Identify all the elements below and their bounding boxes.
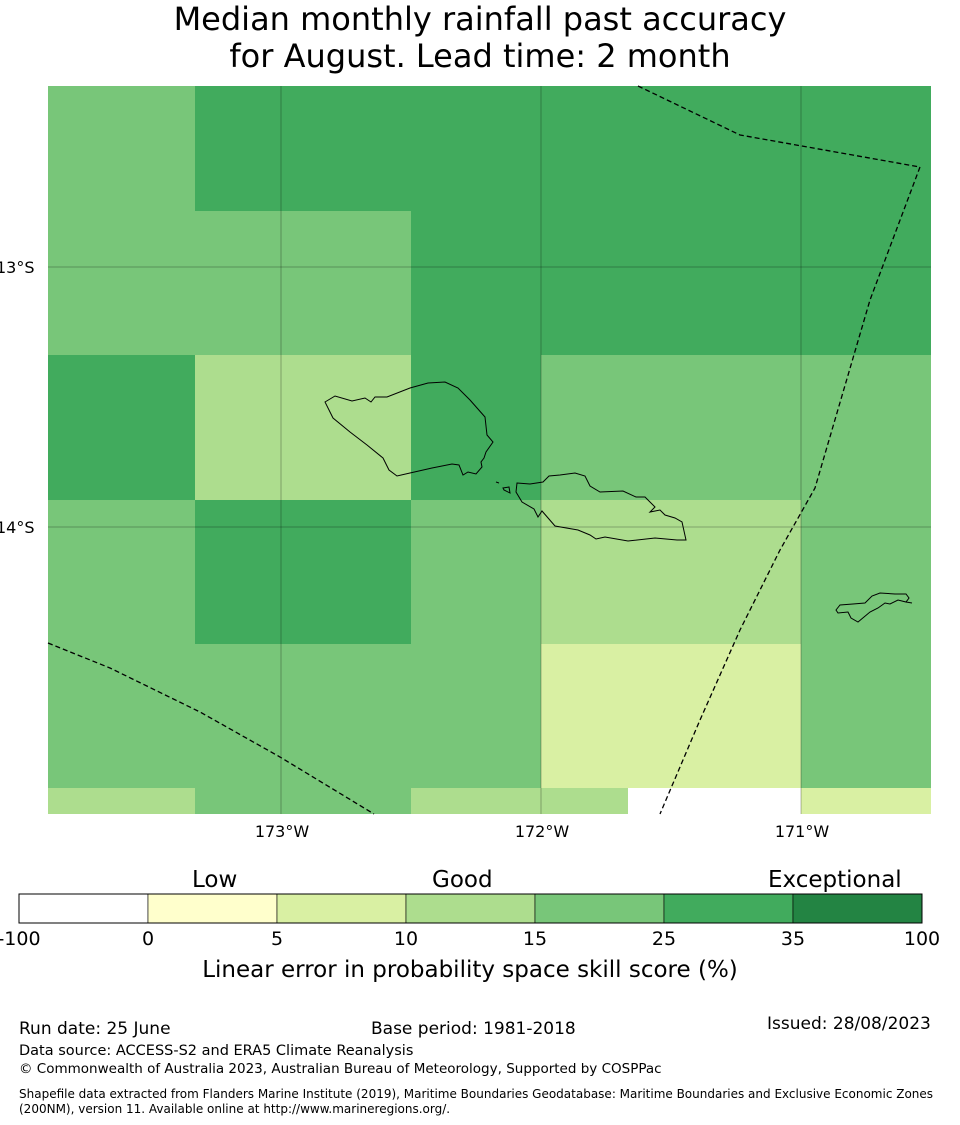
graticule xyxy=(48,86,931,814)
eez-boundaries xyxy=(47,85,921,815)
colorbar xyxy=(18,893,923,924)
colorbar-frame xyxy=(18,893,923,924)
grid-cell xyxy=(48,500,195,644)
grid-cell xyxy=(844,86,931,211)
colorbar-swatch xyxy=(663,893,794,924)
lon-label-171w: 171°W xyxy=(774,822,830,841)
grid-cell xyxy=(411,644,541,788)
grid-cell xyxy=(801,86,844,211)
eez-boundary-north-east xyxy=(637,85,921,815)
grid-cell xyxy=(541,355,628,500)
grid-cell xyxy=(411,86,541,211)
grid-cell xyxy=(195,644,411,788)
grid-cell xyxy=(628,788,801,814)
colorbar-tick: 100 xyxy=(903,928,941,950)
colorbar-swatch xyxy=(534,893,665,924)
colorbar-swatch xyxy=(792,893,923,924)
colorbar-swatch xyxy=(147,893,278,924)
grid-cell xyxy=(541,86,628,211)
lon-label-172w: 172°W xyxy=(514,822,570,841)
colorbar-swatch xyxy=(276,893,407,924)
grid-cell xyxy=(844,355,931,500)
colorbar-swatch xyxy=(18,893,149,924)
issued-date: Issued: 28/08/2023 xyxy=(767,1014,931,1034)
grid-cell xyxy=(628,211,801,355)
grid-cell xyxy=(195,211,411,355)
grid-cell xyxy=(844,500,931,644)
grid-cell xyxy=(541,211,628,355)
lat-label-14s: 14°S xyxy=(0,518,35,537)
grid-cell xyxy=(195,500,411,644)
grid-cell xyxy=(48,644,195,788)
grid-cell xyxy=(411,500,541,644)
lat-label-13s: 13°S xyxy=(0,258,35,277)
grid-cell xyxy=(628,355,801,500)
map-title-line-1: Median monthly rainfall past accuracy xyxy=(173,0,787,38)
colorbar-tick: 15 xyxy=(522,928,548,950)
grid-cell xyxy=(801,355,844,500)
lon-label-173w: 173°W xyxy=(254,822,310,841)
colorbar-title: Linear error in probability space skill … xyxy=(202,957,738,983)
data-source: Data source: ACCESS-S2 and ERA5 Climate … xyxy=(19,1043,414,1059)
grid-cell xyxy=(628,500,801,644)
colorbar-tick: -100 xyxy=(0,928,41,950)
island-upolu xyxy=(515,472,687,542)
eez-boundary-south-west xyxy=(47,642,375,815)
grid-cell xyxy=(844,211,931,355)
shapefile-credit: Shapefile data extracted from Flanders M… xyxy=(19,1087,934,1116)
coastlines xyxy=(324,381,913,623)
base-period: Base period: 1981-2018 xyxy=(371,1019,576,1039)
grid-cell xyxy=(48,86,195,211)
grid-cell xyxy=(541,644,628,788)
grid-cell xyxy=(411,355,541,500)
grid-cell xyxy=(801,211,844,355)
colorbar-tick: 0 xyxy=(141,928,155,950)
colorbar-tick: 10 xyxy=(393,928,419,950)
grid-cell xyxy=(844,644,931,788)
colorbar-swatch xyxy=(405,893,536,924)
grid-cell xyxy=(801,788,844,814)
grid-cell xyxy=(628,86,801,211)
island-tutuila xyxy=(835,592,913,623)
island-manono-apolima xyxy=(495,481,511,494)
grid-cell xyxy=(411,211,541,355)
grid-cell xyxy=(541,500,628,644)
grid-cell xyxy=(48,788,195,814)
colorbar-tick: 35 xyxy=(780,928,806,950)
grid-cell xyxy=(195,788,411,814)
run-date: Run date: 25 June xyxy=(19,1019,171,1039)
island-savaii xyxy=(324,381,494,477)
colorbar-tick: 25 xyxy=(651,928,677,950)
map-title-line-2: for August. Lead time: 2 month xyxy=(229,37,731,75)
colorbar-tick: 5 xyxy=(270,928,284,950)
grid-cell xyxy=(844,788,931,814)
grid-cell xyxy=(801,644,844,788)
grid-cell xyxy=(195,86,411,211)
grid-cell xyxy=(195,355,411,500)
category-exceptional: Exceptional xyxy=(768,867,902,893)
grid-cell xyxy=(411,788,541,814)
category-good: Good xyxy=(432,867,493,893)
category-low: Low xyxy=(192,867,238,893)
grid-cell xyxy=(48,211,195,355)
skill-grid xyxy=(48,86,931,814)
grid-cell xyxy=(801,500,844,644)
grid-cell xyxy=(628,644,801,788)
grid-cell xyxy=(541,788,628,814)
grid-cell xyxy=(48,355,195,500)
copyright: © Commonwealth of Australia 2023, Austra… xyxy=(19,1061,662,1077)
